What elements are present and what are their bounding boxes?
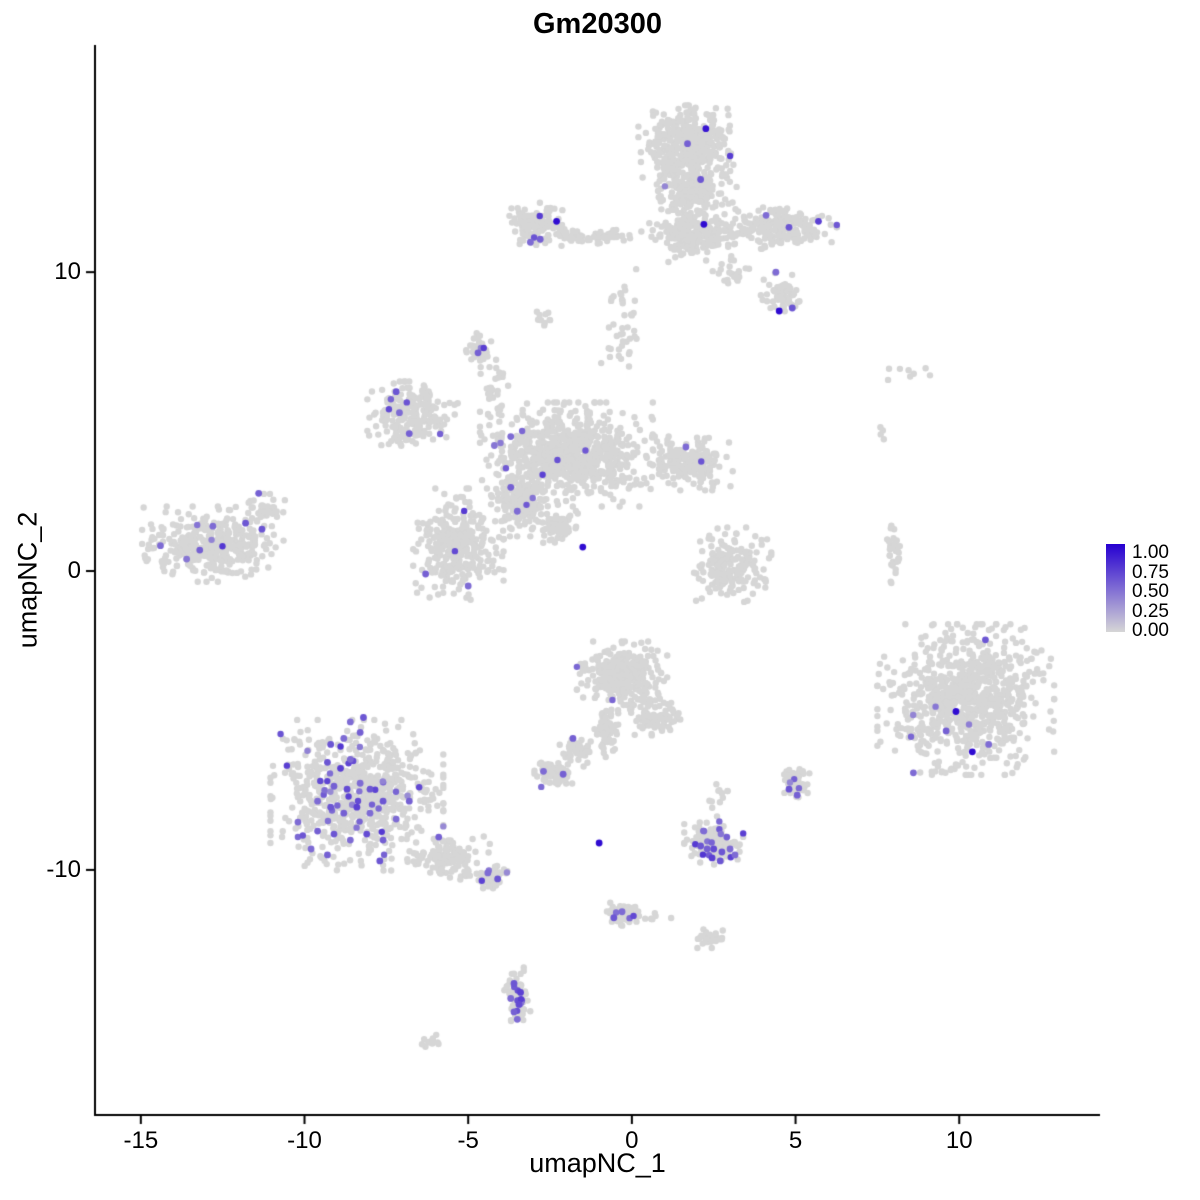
legend-tick-label: 0.75 — [1132, 561, 1169, 583]
y-tick-label: 0 — [67, 557, 81, 585]
x-axis-label: umapNC_1 — [529, 1148, 666, 1178]
legend-tick-label: 1.00 — [1132, 542, 1169, 563]
x-tick-label: 0 — [625, 1127, 639, 1154]
legend-tick-label: 0.00 — [1132, 620, 1169, 641]
legend-tick-label: 0.25 — [1132, 600, 1169, 622]
legend-tick-label: 0.50 — [1132, 581, 1169, 602]
x-tick-label: 5 — [788, 1127, 803, 1154]
legend-gradient-bar — [1106, 544, 1125, 632]
x-tick-label: -10 — [287, 1127, 322, 1154]
x-tick-label: -15 — [123, 1127, 159, 1154]
y-tick-label: 10 — [54, 258, 81, 286]
y-tick-label: -10 — [46, 855, 81, 883]
x-tick-label: 10 — [945, 1127, 973, 1154]
chart-title: Gm20300 — [533, 8, 662, 40]
expression-legend: 1.00 0.75 0.50 0.25 0.00 — [1106, 540, 1198, 640]
x-tick-label: -5 — [457, 1127, 479, 1154]
